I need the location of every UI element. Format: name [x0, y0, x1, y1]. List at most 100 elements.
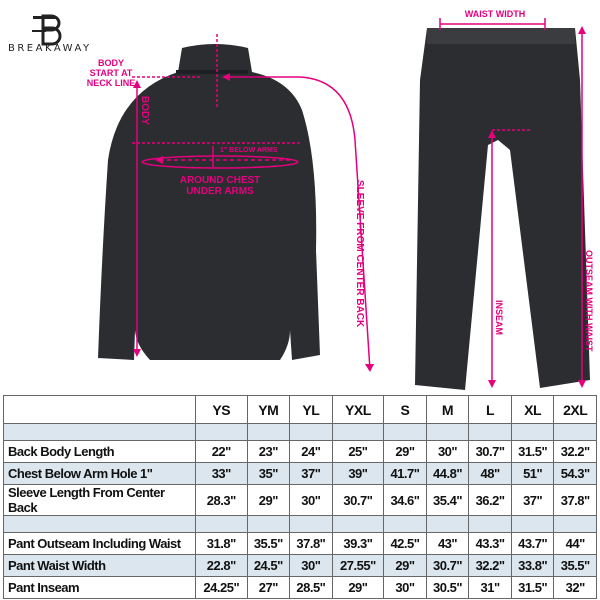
empty-cell — [553, 423, 597, 441]
inseam-label: INSEAM — [494, 300, 504, 336]
measurement-value: 32" — [553, 576, 597, 599]
measurement-name: Pant Outseam Including Waist — [3, 532, 196, 555]
measurement-value: 23" — [246, 440, 291, 463]
measurement-value: 54.3" — [553, 462, 597, 485]
measurement-value: 34.6" — [383, 484, 427, 516]
measurement-value: 28.3" — [195, 484, 248, 516]
measurement-value: 22.8" — [195, 554, 248, 577]
measurement-value: 43.7" — [510, 532, 555, 555]
measurement-value: 29" — [383, 440, 427, 463]
measurement-name: Sleeve Length From Center Back — [3, 484, 196, 516]
empty-cell — [553, 515, 597, 533]
spacer-row — [3, 423, 597, 441]
measurement-lines — [132, 18, 583, 385]
measurement-value: 30.7" — [331, 484, 385, 516]
size-header: YXL — [331, 395, 385, 424]
table-row: Pant Waist Width 22.8" 24.5" 30" 27.55" 29" 30… — [3, 554, 597, 577]
measurement-value: 30" — [383, 576, 427, 599]
measurement-value: 29" — [383, 554, 427, 577]
measurement-value: 31.5" — [510, 576, 555, 599]
measurement-value: 37" — [510, 484, 555, 516]
waist-width-label: WAIST WIDTH — [464, 9, 526, 19]
measurement-value: 24" — [289, 440, 333, 463]
measurement-value: 31.8" — [195, 532, 248, 555]
measurement-value: 27.55" — [331, 554, 385, 577]
measurement-name: Pant Inseam — [3, 576, 196, 599]
measurement-value: 31" — [468, 576, 512, 599]
size-header: XL — [510, 395, 555, 424]
measurement-value: 30" — [289, 554, 333, 577]
measurement-value: 35" — [246, 462, 291, 485]
size-header: YM — [246, 395, 291, 424]
measurement-name: Chest Below Arm Hole 1" — [3, 462, 196, 485]
measurement-value: 30" — [425, 440, 470, 463]
measurement-value: 28.5" — [289, 576, 333, 599]
measurement-name: Back Body Length — [3, 440, 196, 463]
empty-cell — [246, 423, 291, 441]
measurement-value: 39.3" — [331, 532, 385, 555]
table-row: Pant Inseam 24.25" 27" 28.5" 29" 30" 30.5" 31" 3… — [3, 576, 597, 599]
measurement-value: 32.2" — [553, 440, 597, 463]
empty-cell — [468, 423, 512, 441]
body-label: BODY — [139, 96, 150, 125]
empty-cell — [510, 515, 555, 533]
measurement-value: 30.7" — [468, 440, 512, 463]
size-chart-table: YS YM YL YXL S M L XL 2XL Back Body Length 22" 23" 2… — [3, 395, 597, 599]
around-chest-label: AROUND CHEST UNDER ARMS — [179, 175, 261, 197]
empty-cell — [425, 423, 470, 441]
table-row: Sleeve Length From Center Back 28.3" 29" 30… — [3, 484, 597, 516]
measurement-value: 43.3" — [468, 532, 512, 555]
size-header: S — [383, 395, 427, 424]
size-header: L — [468, 395, 512, 424]
measurement-value: 25" — [331, 440, 385, 463]
table-row: Chest Below Arm Hole 1" 33" 35" 37" 39" 41.7"… — [3, 462, 597, 485]
empty-cell — [425, 515, 470, 533]
measurement-value: 30.7" — [425, 554, 470, 577]
measurement-value: 41.7" — [383, 462, 427, 485]
garment-illustration — [32, 14, 590, 390]
empty-cell — [3, 423, 196, 441]
size-header: 2XL — [553, 395, 597, 424]
empty-cell — [331, 515, 385, 533]
spacer-row — [3, 515, 597, 533]
measurement-value: 31.5" — [510, 440, 555, 463]
header-row: YS YM YL YXL S M L XL 2XL — [3, 395, 597, 424]
measurement-value: 27" — [246, 576, 291, 599]
measurement-value: 32.2" — [468, 554, 512, 577]
empty-cell — [289, 515, 333, 533]
measurement-value: 35.4" — [425, 484, 470, 516]
outseam-label: OUTSEAM WITH WAIST — [584, 250, 594, 352]
empty-cell — [289, 423, 333, 441]
empty-cell — [331, 423, 385, 441]
measurement-value: 29" — [246, 484, 291, 516]
breakaway-logo — [32, 14, 62, 46]
measurement-value: 30.5" — [425, 576, 470, 599]
measurement-name: Pant Waist Width — [3, 554, 196, 577]
empty-cell — [383, 423, 427, 441]
empty-cell — [510, 423, 555, 441]
pants-image — [415, 28, 590, 390]
measurement-value: 37.8" — [289, 532, 333, 555]
empty-cell — [3, 515, 196, 533]
measurement-value: 24.5" — [246, 554, 291, 577]
measurement-value: 44.8" — [425, 462, 470, 485]
size-header: YS — [195, 395, 248, 424]
empty-cell — [246, 515, 291, 533]
below-arms-label: 1" BELOW ARMS — [220, 147, 278, 154]
table-row: Back Body Length 22" 23" 24" 25" 29" 30" 30.7" 3… — [3, 440, 597, 463]
size-header: M — [425, 395, 470, 424]
measurement-value: 35.5" — [553, 554, 597, 577]
measurement-value: 35.5" — [246, 532, 291, 555]
measurement-value: 33.8" — [510, 554, 555, 577]
empty-cell — [468, 515, 512, 533]
measurement-value: 24.25" — [195, 576, 248, 599]
measurement-value: 36.2" — [468, 484, 512, 516]
size-header: YL — [289, 395, 333, 424]
empty-cell — [195, 423, 248, 441]
measurement-value: 48" — [468, 462, 512, 485]
empty-cell — [383, 515, 427, 533]
table-row: Pant Outseam Including Waist 31.8" 35.5" 37… — [3, 532, 597, 555]
empty-cell — [195, 515, 248, 533]
measurement-value: 44" — [553, 532, 597, 555]
measurement-value: 22" — [195, 440, 248, 463]
